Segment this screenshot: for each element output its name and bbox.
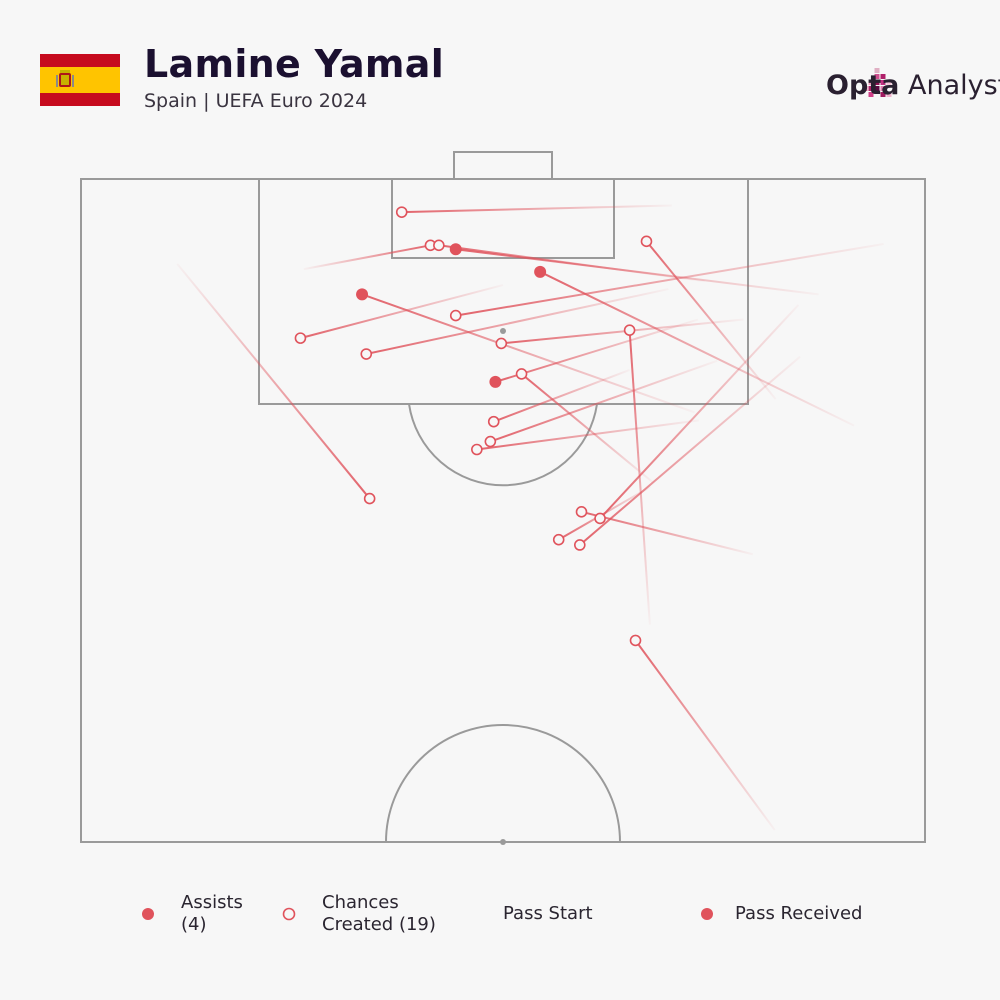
chance-marker-16 <box>623 324 636 336</box>
chance-marker-9 <box>484 435 497 448</box>
chance-marker-13 <box>574 539 586 551</box>
chance-pass-line-13 <box>579 355 801 546</box>
assist-marker-3 <box>356 288 369 301</box>
flag-coat-of-arms <box>56 70 74 87</box>
legend-assists-label: Assists (4) <box>181 892 243 936</box>
legend-assist-marker <box>142 908 154 920</box>
chance-marker-12 <box>575 506 588 518</box>
chance-marker-8 <box>487 415 500 428</box>
chance-pass-line-12 <box>581 510 754 556</box>
chance-marker-2 <box>433 239 445 252</box>
center-spot <box>500 839 506 845</box>
assist-marker-4 <box>489 375 502 388</box>
assist-pass-line-4 <box>495 318 699 383</box>
assist-marker-2 <box>534 265 547 278</box>
chance-pass-line-17 <box>634 639 776 831</box>
opta-logo-icon <box>862 68 892 97</box>
legend-chances-line1: Chances <box>322 892 399 913</box>
chance-marker-4 <box>495 337 508 350</box>
chance-pass-line-19 <box>401 204 672 214</box>
chance-pass-line-5 <box>645 240 777 400</box>
chance-pass-line-18 <box>300 284 504 340</box>
legend-pass-start-label: Pass Start <box>503 903 593 924</box>
chance-pass-line-2 <box>438 244 705 283</box>
chance-pass-line-9 <box>490 359 718 443</box>
pass-lines <box>176 204 884 831</box>
assist-pass-line-3 <box>361 293 695 414</box>
chance-marker-3 <box>449 309 462 322</box>
chance-marker-5 <box>640 235 653 248</box>
pitch-outline <box>80 178 926 843</box>
penalty-arc <box>408 403 598 487</box>
legend-pass-received-label: Pass Received <box>735 903 863 924</box>
chance-marker-17 <box>629 634 642 647</box>
chance-pass-line-15 <box>176 263 371 500</box>
opta-logo-pixels <box>862 68 892 97</box>
flag-stripe-top <box>40 54 120 67</box>
chance-pass-line-8 <box>493 369 630 423</box>
chance-marker-15 <box>363 492 376 505</box>
assist-pass-line-2 <box>539 270 855 427</box>
opta-brand-text: Opta Analyst <box>826 70 1000 101</box>
legend-chances-line2: Created (19) <box>322 914 436 935</box>
chance-pass-line-3 <box>455 242 884 317</box>
chance-pass-line-10 <box>476 419 699 451</box>
legend <box>142 907 713 921</box>
center-circle <box>385 724 621 843</box>
flag-stripe-middle <box>40 67 120 93</box>
chance-pass-line-16 <box>628 330 651 625</box>
chance-marker-19 <box>395 206 408 218</box>
goal <box>453 151 553 180</box>
chance-pass-line-6 <box>366 288 669 356</box>
chance-pass-line-1 <box>303 244 431 271</box>
flag-stripe-bottom <box>40 93 120 106</box>
page-subtitle: Spain | UEFA Euro 2024 <box>144 90 368 112</box>
chance-marker-14 <box>552 533 565 546</box>
chance-marker-7 <box>515 368 528 380</box>
chance-marker-6 <box>360 348 373 360</box>
chance-marker-11 <box>594 512 606 525</box>
chance-pass-line-7 <box>520 373 654 484</box>
legend-assists-line1: Assists <box>181 892 243 913</box>
pass-markers <box>294 206 653 647</box>
assist-marker-1 <box>449 243 462 256</box>
penalty-area <box>258 178 749 405</box>
legend-chance-marker <box>282 907 296 921</box>
legend-chances-label: Chances Created (19) <box>322 892 436 936</box>
legend-assists-line2: (4) <box>181 914 207 935</box>
chance-marker-18 <box>294 332 307 344</box>
brand-bold: Opta <box>826 70 900 101</box>
legend-received-marker <box>701 908 713 920</box>
chance-pass-line-4 <box>501 318 744 345</box>
penalty-spot <box>500 328 506 334</box>
brand-light: Analyst <box>908 70 1000 101</box>
page-title: Lamine Yamal <box>144 42 445 86</box>
pitch-markings <box>80 151 926 843</box>
chance-pass-line-11 <box>599 304 800 520</box>
chance-pass-line-14 <box>558 485 652 541</box>
spain-flag-icon <box>40 54 120 106</box>
chance-marker-10 <box>471 443 483 456</box>
